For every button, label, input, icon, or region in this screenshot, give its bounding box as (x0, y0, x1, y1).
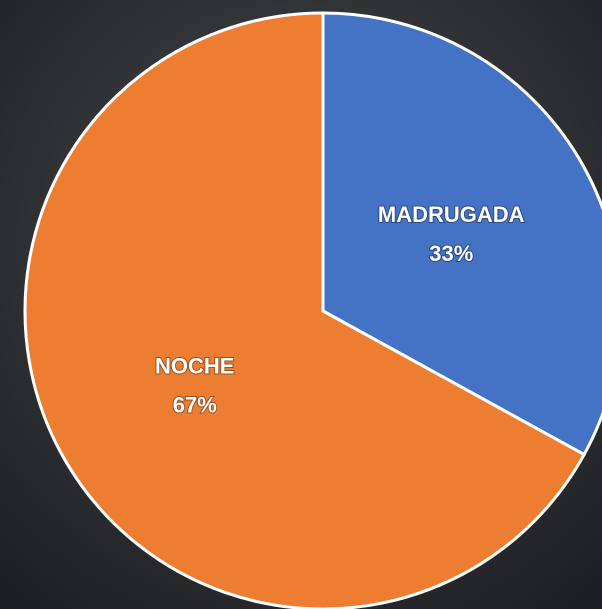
slice-label: MADRUGADA (378, 202, 525, 227)
pie-slice (321, 11, 602, 457)
slice-label: NOCHE (155, 354, 234, 379)
pie-slice (23, 11, 587, 609)
slice-value-label: 33% (429, 241, 473, 266)
slice-value-label: 67% (173, 393, 217, 418)
